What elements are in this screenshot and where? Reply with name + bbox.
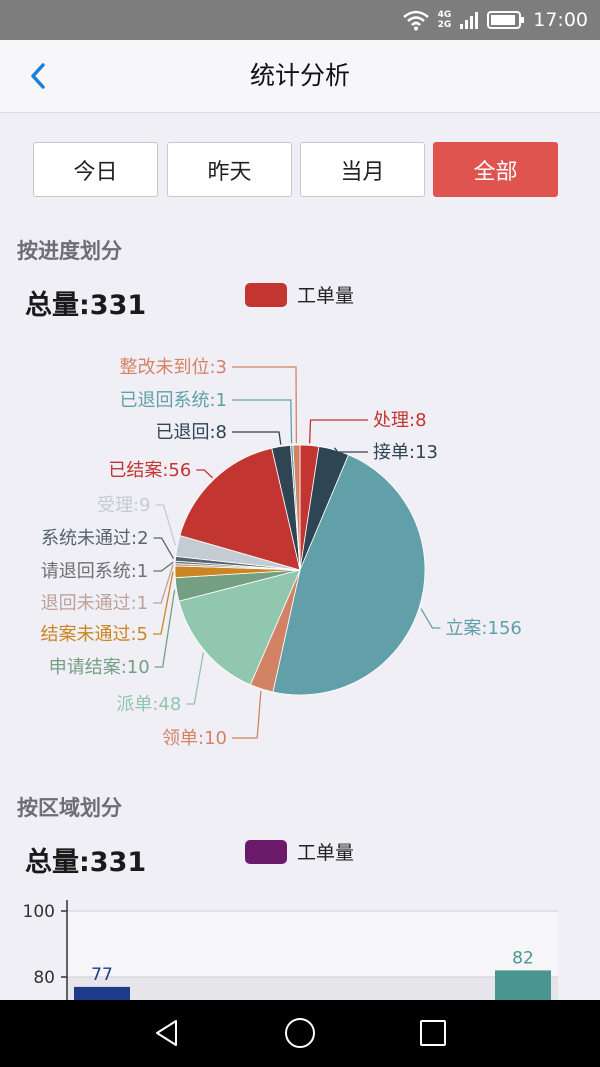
- pie-leader-line: [333, 447, 368, 453]
- pie-leader-line: [232, 690, 262, 739]
- pie-label-申请结案: 申请结案:10: [49, 657, 150, 678]
- filter-all-button[interactable]: 全部: [433, 142, 558, 197]
- network-type: 4G 2G: [438, 10, 452, 30]
- legend-label: 工单量: [297, 285, 355, 307]
- battery-icon: [487, 11, 525, 29]
- date-filter-group: 今日 昨天 当月 全部: [33, 142, 559, 198]
- filter-yesterday-button[interactable]: 昨天: [167, 142, 292, 197]
- system-nav-bar: [0, 1000, 600, 1067]
- bar-value-label: 82: [512, 948, 534, 968]
- pie-label-接单: 接单:13: [373, 442, 438, 463]
- pie-label-立案: 立案:156: [445, 618, 521, 639]
- pie-leader-line: [232, 366, 298, 444]
- pie-leader-line: [154, 589, 176, 668]
- square-recent-icon: [420, 1020, 446, 1046]
- y-tick-label: 100: [23, 902, 55, 922]
- pie-label-已退回: 已退回:8: [155, 422, 227, 443]
- legend-swatch: [245, 282, 287, 307]
- pie-label-受理: 受理:9: [97, 495, 151, 516]
- pie-slice-整改未到位[interactable]: [292, 444, 301, 571]
- pie-slice-派单[interactable]: [178, 569, 301, 686]
- pie-leader-line: [153, 561, 174, 572]
- pie-label-请退回系统: 请退回系统:1: [41, 561, 149, 582]
- legend-swatch: [245, 839, 287, 864]
- pie-leader-line: [232, 431, 282, 445]
- nav-back-button[interactable]: [137, 1008, 197, 1058]
- bar-plot-band: [67, 911, 558, 977]
- pie-leader-line: [155, 504, 177, 546]
- nav-recent-button[interactable]: [403, 1008, 463, 1058]
- pie-label-系统未通过: 系统未通过:2: [41, 528, 149, 549]
- region-bar-chart: 100 80 77 82: [23, 900, 558, 1000]
- triangle-back-icon: [156, 1020, 177, 1046]
- pie-leader-line: [232, 399, 293, 444]
- pie-label-领单: 领单:10: [162, 728, 227, 749]
- nav-home-button[interactable]: [270, 1008, 330, 1058]
- progress-section-title: 按进度划分: [17, 239, 122, 263]
- pie-leader-line: [153, 571, 174, 635]
- progress-total: 总量:331: [25, 290, 147, 321]
- network-bottom: 2G: [437, 20, 452, 30]
- back-button[interactable]: [18, 54, 58, 98]
- bar-1[interactable]: [495, 970, 551, 1000]
- pie-label-退回未通过: 退回未通过:1: [41, 593, 149, 614]
- status-icons: 4G 2G 17:00: [402, 0, 588, 40]
- legend-label: 工单量: [297, 842, 355, 864]
- region-section-title: 按区域划分: [17, 796, 122, 820]
- pie-label-已退回系统: 已退回系统:1: [119, 390, 227, 411]
- filter-today-button[interactable]: 今日: [33, 142, 158, 197]
- pie-label-结案未通过: 结案未通过:5: [40, 624, 148, 645]
- pie-leader-line: [308, 419, 368, 444]
- pie-label-处理: 处理:8: [373, 410, 427, 431]
- network-top: 4G: [437, 10, 452, 20]
- pie-leader-line: [186, 652, 205, 705]
- pie-label-派单: 派单:48: [116, 694, 181, 715]
- pie-label-整改未到位: 整改未到位:3: [119, 357, 227, 378]
- pie-leader-line: [153, 537, 175, 559]
- progress-legend[interactable]: 工单量: [245, 281, 354, 308]
- app-header: 统计分析: [0, 40, 600, 113]
- region-total: 总量:331: [25, 847, 147, 878]
- signal-icon: [460, 12, 479, 29]
- bar-0[interactable]: [74, 986, 130, 1000]
- pie-slice-已结案[interactable]: [179, 447, 301, 571]
- filter-month-button[interactable]: 当月: [300, 142, 425, 197]
- pie-leader-line: [196, 469, 214, 479]
- status-bar: 4G 2G 17:00: [0, 0, 600, 40]
- status-time: 17:00: [533, 9, 588, 31]
- chevron-left-icon: [31, 63, 45, 89]
- progress-pie-chart: 处理:8 接单:13 立案:156 领单:10 派单:48 申请结案:10 结案未通过:5 退…: [40, 357, 521, 749]
- y-tick-label: 80: [33, 968, 55, 988]
- pie-slice-立案[interactable]: [272, 454, 426, 696]
- region-legend[interactable]: 工单量: [245, 838, 354, 865]
- wifi-icon: [402, 10, 429, 31]
- bar-value-label: 77: [91, 965, 113, 985]
- pie-label-已结案: 已结案:56: [108, 460, 191, 481]
- pie-leader-line: [153, 564, 174, 604]
- pie-leader-line: [420, 608, 441, 629]
- circle-home-icon: [285, 1018, 315, 1048]
- bar-plot-band: [67, 977, 558, 1000]
- page-title: 统计分析: [249, 61, 350, 90]
